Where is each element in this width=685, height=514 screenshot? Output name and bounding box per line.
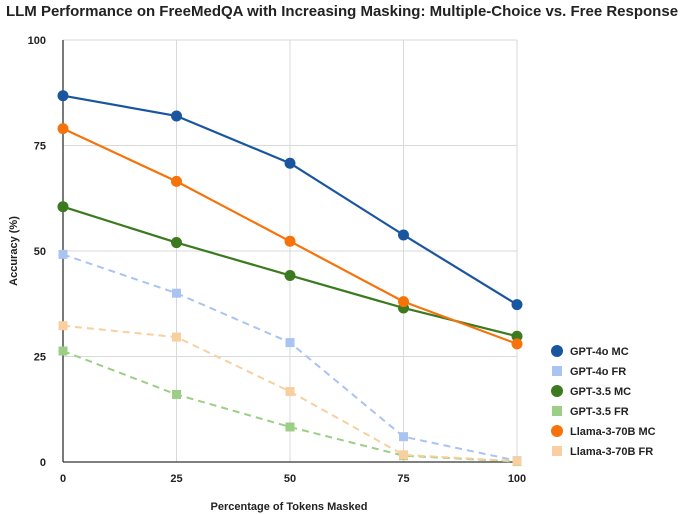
data-point bbox=[171, 110, 182, 122]
data-point bbox=[399, 432, 408, 442]
legend-marker bbox=[551, 425, 563, 437]
y-tick-label: 100 bbox=[28, 35, 46, 47]
data-point bbox=[511, 299, 523, 311]
data-point bbox=[512, 456, 522, 466]
y-tick-label: 75 bbox=[34, 141, 46, 153]
data-point bbox=[285, 422, 295, 432]
x-tick-label: 50 bbox=[284, 473, 296, 485]
legend-label: Llama-3-70B FR bbox=[570, 446, 653, 458]
data-point bbox=[398, 296, 409, 308]
data-point bbox=[172, 288, 181, 298]
x-tick-label: 100 bbox=[508, 473, 526, 485]
x-tick-label: 25 bbox=[170, 473, 182, 485]
data-point bbox=[171, 175, 182, 187]
grid bbox=[62, 39, 518, 463]
data-point bbox=[399, 450, 408, 460]
y-tick-label: 50 bbox=[34, 246, 46, 258]
series-gpt-4o-mc bbox=[57, 90, 523, 311]
chart-title: LLM Performance on FreeMedQA with Increa… bbox=[6, 3, 678, 20]
legend: GPT-4o MC GPT-4o FR GPT-3.5 MC GPT-3.5 FR Ll… bbox=[551, 345, 656, 458]
data-point bbox=[172, 332, 181, 342]
data-point bbox=[58, 346, 68, 356]
series-llama-3-70b-fr bbox=[58, 321, 522, 466]
series-group bbox=[57, 90, 523, 467]
y-axis-title: Accuracy (%) bbox=[8, 216, 20, 286]
data-point bbox=[172, 389, 181, 399]
y-tick-label: 25 bbox=[34, 352, 46, 364]
data-point bbox=[57, 90, 69, 102]
legend-label: GPT-3.5 FR bbox=[570, 406, 629, 418]
legend-label: GPT-4o FR bbox=[570, 366, 626, 378]
x-tick-label: 75 bbox=[397, 473, 409, 485]
x-axis-title: Percentage of Tokens Masked bbox=[211, 501, 368, 513]
legend-marker bbox=[552, 366, 562, 376]
legend-marker bbox=[552, 446, 562, 456]
data-point bbox=[511, 330, 523, 342]
legend-marker bbox=[551, 385, 563, 397]
legend-marker bbox=[552, 406, 562, 416]
x-tick-label: 0 bbox=[60, 473, 66, 485]
y-tick-label: 0 bbox=[40, 457, 46, 469]
series-llama-3-70b-mc bbox=[57, 123, 523, 350]
data-point bbox=[57, 201, 69, 213]
legend-label: Llama-3-70B MC bbox=[570, 426, 656, 438]
data-point bbox=[284, 235, 296, 247]
data-point bbox=[398, 229, 409, 241]
data-point bbox=[171, 237, 182, 249]
legend-label: GPT-3.5 MC bbox=[570, 386, 631, 398]
series-line bbox=[62, 324, 518, 463]
data-point bbox=[285, 387, 295, 397]
data-point bbox=[57, 123, 69, 135]
data-point bbox=[58, 249, 68, 259]
data-point bbox=[58, 321, 68, 331]
data-point bbox=[285, 338, 295, 348]
legend-label: GPT-4o MC bbox=[570, 346, 629, 358]
data-point bbox=[511, 338, 523, 350]
legend-marker bbox=[551, 345, 563, 357]
tick-labels: 0 25 50 75 100 0 25 50 75 100 bbox=[28, 35, 527, 485]
data-point bbox=[284, 157, 296, 169]
data-point bbox=[284, 269, 296, 281]
